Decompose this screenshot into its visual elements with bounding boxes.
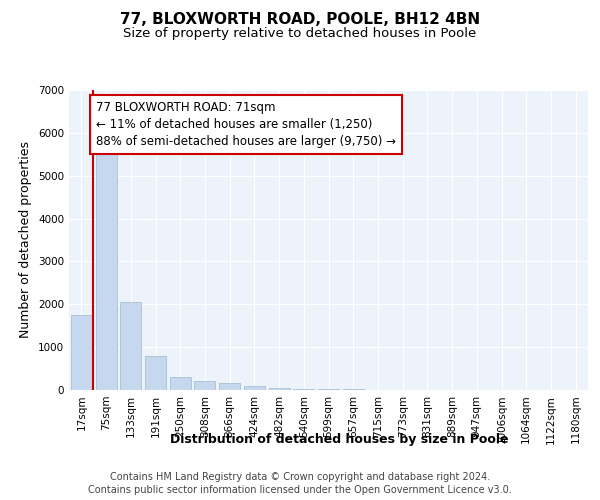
Text: Contains public sector information licensed under the Open Government Licence v3: Contains public sector information licen… <box>88 485 512 495</box>
Bar <box>170 377 191 390</box>
Bar <box>71 315 92 390</box>
Text: 77, BLOXWORTH ROAD, POOLE, BH12 4BN: 77, BLOXWORTH ROAD, POOLE, BH12 4BN <box>120 12 480 28</box>
Bar <box>219 384 240 390</box>
Bar <box>95 142 116 390</box>
Bar <box>293 388 314 390</box>
Bar <box>194 380 215 390</box>
Text: Distribution of detached houses by size in Poole: Distribution of detached houses by size … <box>170 432 508 446</box>
Bar <box>145 356 166 390</box>
Text: Contains HM Land Registry data © Crown copyright and database right 2024.: Contains HM Land Registry data © Crown c… <box>110 472 490 482</box>
Bar <box>318 389 339 390</box>
Y-axis label: Number of detached properties: Number of detached properties <box>19 142 32 338</box>
Text: 77 BLOXWORTH ROAD: 71sqm
← 11% of detached houses are smaller (1,250)
88% of sem: 77 BLOXWORTH ROAD: 71sqm ← 11% of detach… <box>96 100 396 148</box>
Bar <box>120 302 141 390</box>
Bar <box>244 386 265 390</box>
Bar <box>269 388 290 390</box>
Text: Size of property relative to detached houses in Poole: Size of property relative to detached ho… <box>124 28 476 40</box>
